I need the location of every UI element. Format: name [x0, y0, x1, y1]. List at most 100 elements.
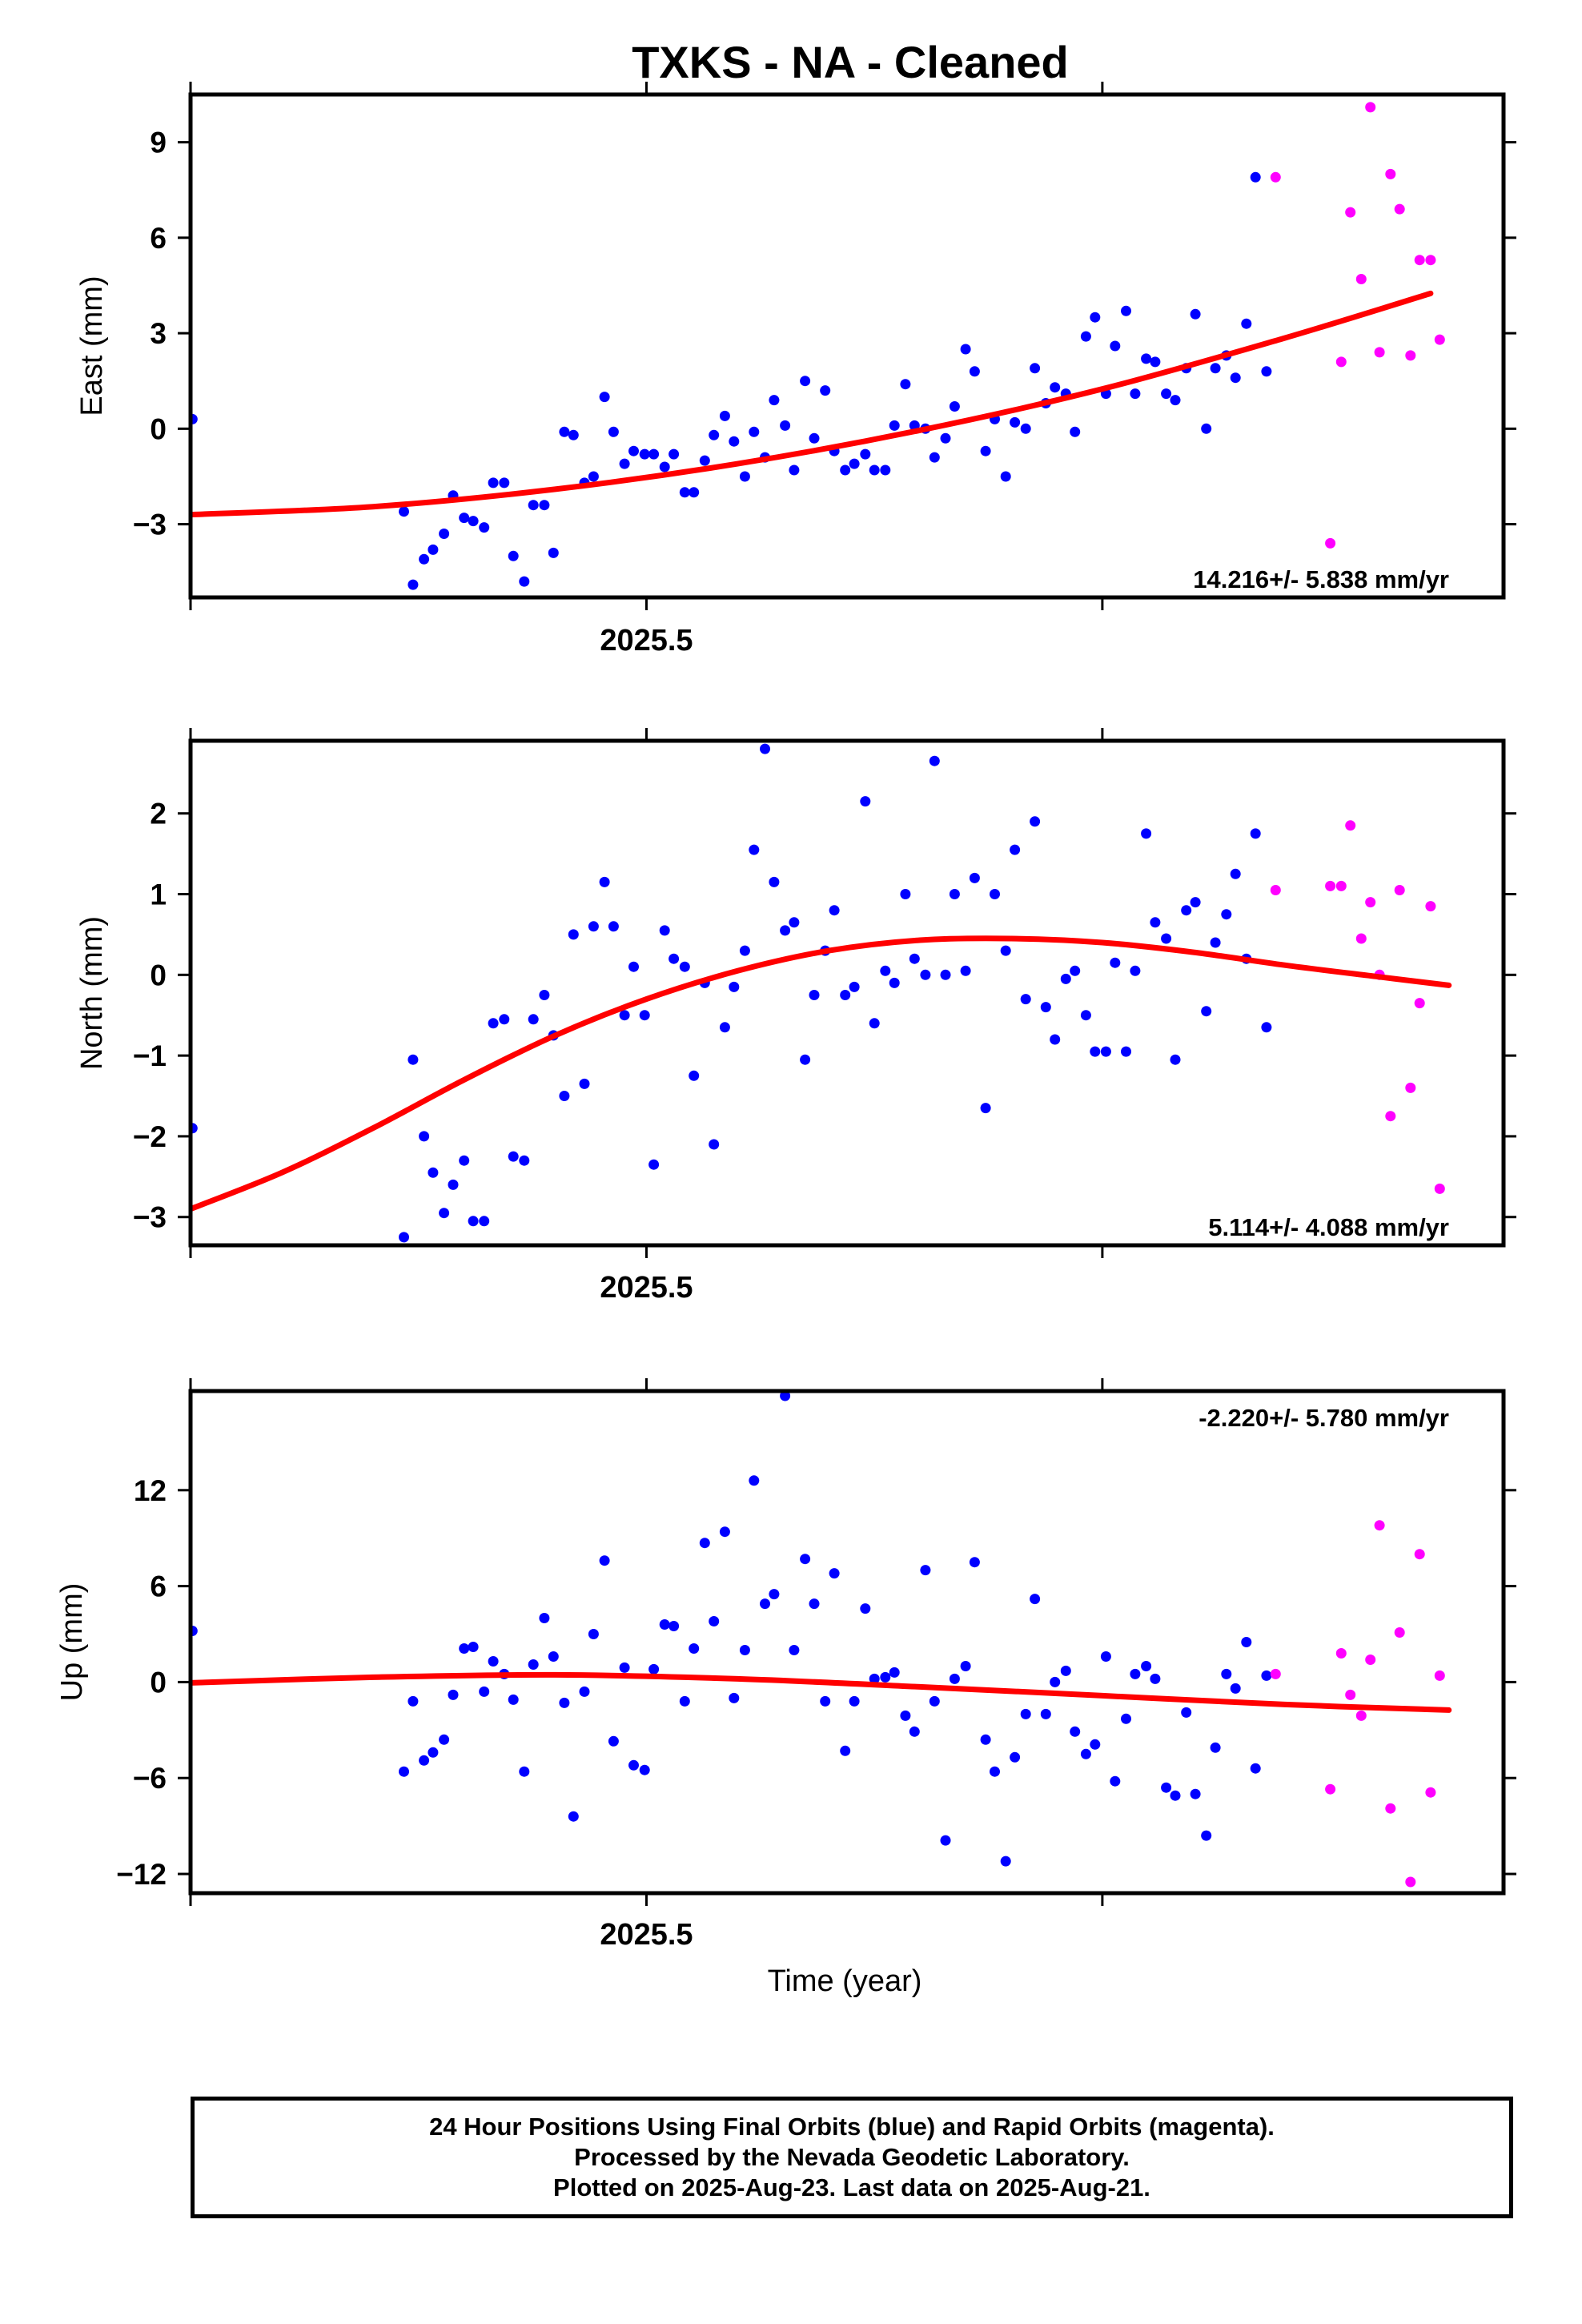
data-point-blue [719, 1022, 730, 1033]
data-point-blue [648, 1159, 660, 1170]
y-tick-label: −6 [133, 1762, 167, 1795]
data-point-blue [769, 395, 780, 406]
data-point-magenta [1345, 207, 1356, 218]
data-point-magenta [1434, 334, 1445, 345]
data-point-blue [1050, 382, 1061, 393]
data-point-blue [1010, 1751, 1021, 1763]
data-point-blue [1060, 973, 1071, 984]
data-point-magenta [1405, 350, 1416, 361]
data-point-blue [488, 1018, 499, 1029]
panels-group: −3 0 3 6 9 2025.5 East (mm) 14.216+/- 5.838 mm/… [55, 82, 1516, 1998]
data-point-blue [1250, 171, 1261, 183]
y-tick-label: −12 [116, 1858, 167, 1891]
data-point-blue [468, 1216, 479, 1227]
data-point-blue [780, 1391, 791, 1401]
data-point-blue [1130, 1668, 1141, 1679]
y-tick-label: −1 [133, 1039, 167, 1072]
data-point-blue [1110, 957, 1121, 968]
data-point-blue [619, 1662, 630, 1673]
data-point-blue [479, 1686, 490, 1697]
plot-frame-north [188, 738, 1506, 1248]
data-point-blue [539, 990, 550, 1000]
data-point-magenta [1335, 356, 1347, 368]
data-point-blue [789, 1645, 800, 1655]
fit-curve-east [191, 290, 1434, 518]
data-point-blue [459, 513, 470, 524]
x-axis-label: Time (year) [768, 1964, 922, 1998]
y-tick-label: 0 [150, 1666, 167, 1699]
data-point-magenta [1394, 203, 1405, 215]
data-point-blue [1121, 305, 1131, 316]
data-point-blue [900, 379, 911, 390]
data-point-blue [1210, 1742, 1221, 1753]
data-point-blue [940, 1835, 951, 1846]
data-point-blue [1141, 828, 1152, 839]
data-point-blue [709, 1616, 720, 1626]
data-point-blue [1170, 395, 1181, 406]
y-axis-label: North (mm) [75, 916, 109, 1070]
data-point-blue [869, 1018, 880, 1029]
data-point-blue [439, 1208, 450, 1219]
data-point-blue [519, 1155, 530, 1166]
data-point-blue [428, 1747, 439, 1758]
data-point-blue [559, 426, 570, 437]
data-point-blue [619, 458, 630, 469]
data-point-blue [508, 550, 519, 561]
data-point-blue [1110, 340, 1121, 352]
data-point-blue [1020, 994, 1031, 1005]
data-point-magenta [1335, 1648, 1347, 1659]
data-point-blue [1121, 1713, 1131, 1724]
y-tick-label: 3 [150, 317, 167, 350]
data-point-magenta [1434, 1670, 1445, 1681]
data-point-blue [980, 1103, 991, 1114]
y-tick-label: 12 [134, 1474, 167, 1507]
data-point-blue [1080, 331, 1091, 342]
data-point-blue [1070, 426, 1081, 437]
data-point-blue [829, 1568, 840, 1579]
data-point-blue [639, 448, 650, 460]
data-point-blue [539, 1613, 550, 1623]
footer-line-processed: Processed by the Nevada Geodetic Laborat… [574, 2143, 1130, 2171]
data-point-blue [1070, 1726, 1081, 1737]
data-point-blue [428, 544, 439, 555]
data-point-magenta [1425, 1787, 1436, 1798]
data-point-blue [1030, 816, 1041, 827]
data-point-blue [749, 426, 760, 437]
data-point-blue [960, 965, 971, 976]
data-point-blue [1000, 471, 1011, 482]
data-point-blue [679, 961, 690, 972]
figure-title: TXKS - NA - Cleaned [632, 37, 1069, 87]
data-point-blue [608, 1735, 619, 1747]
data-point-blue [639, 1764, 650, 1775]
data-point-blue [969, 872, 980, 883]
data-point-blue [559, 1091, 570, 1101]
data-point-blue [408, 1695, 419, 1707]
data-point-blue [408, 579, 419, 590]
data-point-magenta [1414, 998, 1425, 1009]
data-point-blue [709, 429, 720, 440]
data-point-magenta [1355, 1710, 1367, 1721]
data-point-blue [769, 1589, 780, 1600]
data-point-blue [468, 1642, 479, 1652]
data-point-blue [689, 1070, 700, 1081]
rate-annotation: -2.220+/- 5.780 mm/yr [1199, 1404, 1449, 1432]
data-point-magenta [1355, 274, 1367, 284]
x-tick-label: 2025.5 [600, 1271, 693, 1305]
data-point-magenta [1345, 820, 1356, 831]
data-point-blue [809, 990, 820, 1000]
data-point-magenta [1425, 901, 1436, 912]
data-point-blue [659, 925, 670, 936]
data-point-blue [869, 464, 880, 476]
data-point-blue [749, 844, 760, 855]
data-point-blue [860, 796, 871, 807]
data-point-magenta [1414, 255, 1425, 266]
data-point-magenta [1365, 102, 1376, 113]
data-point-blue [829, 905, 840, 916]
data-point-blue [1080, 1748, 1091, 1759]
data-point-magenta [1385, 168, 1396, 179]
data-point-magenta [1345, 1689, 1356, 1700]
data-point-blue [519, 576, 530, 587]
footer-box: 24 Hour Positions Using Final Orbits (bl… [191, 2097, 1513, 2218]
data-point-magenta [1270, 171, 1281, 183]
y-axis-label: Up (mm) [55, 1583, 89, 1702]
